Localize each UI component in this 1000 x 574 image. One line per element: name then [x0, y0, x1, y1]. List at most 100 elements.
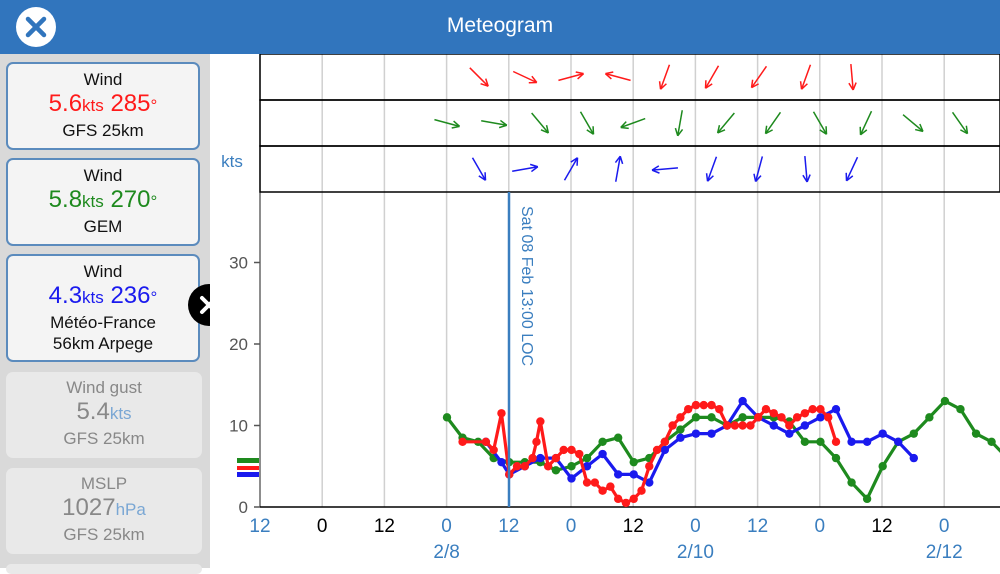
x-tick-label: 0 — [815, 516, 826, 537]
wind-arrow-arpege-icon — [652, 166, 678, 173]
data-point-gfs — [746, 421, 754, 429]
date-label: 2/10 — [677, 542, 714, 563]
page-title: Meteogram — [0, 14, 1000, 38]
wind-speed: 5.8 — [49, 186, 82, 213]
data-point-gfs — [575, 450, 583, 458]
data-point-gem — [801, 438, 809, 446]
data-point-gem — [925, 413, 933, 421]
speed-unit: kts — [82, 96, 104, 115]
arrow-row-1 — [260, 100, 1000, 146]
x-tick-label: 0 — [690, 516, 701, 537]
data-point-gem — [552, 466, 560, 474]
arrow-head — [801, 81, 802, 89]
arrow-head — [452, 126, 460, 128]
wind-direction: 270 — [110, 186, 150, 213]
data-point-gfs — [715, 405, 723, 413]
mslp-card[interactable]: MSLP 1027hPa GFS 25km — [6, 468, 202, 554]
arrow-shaft — [766, 112, 781, 133]
arrow-head — [605, 72, 613, 74]
x-tick-label: 0 — [317, 516, 328, 537]
legend-swatch-arpege — [237, 472, 259, 477]
data-point-gfs — [731, 421, 739, 429]
data-point-gfs — [754, 413, 762, 421]
arrow-row-2 — [260, 146, 1000, 192]
arrow-head — [499, 125, 507, 127]
wind-arrow-arpege-icon — [615, 156, 622, 182]
arrow-shaft — [752, 66, 767, 87]
data-point-gfs — [598, 487, 606, 495]
arrow-head — [660, 81, 661, 89]
wind-arrow-gfs-icon — [849, 64, 856, 90]
data-point-gfs — [785, 421, 793, 429]
data-point-gfs — [801, 409, 809, 417]
arrow-shaft — [470, 68, 488, 86]
data-point-gem — [676, 425, 684, 433]
data-point-arpege — [910, 454, 918, 462]
wind-card-arpege[interactable]: Wind 4.3kts 236° Météo-France 56km Arpeg… — [6, 254, 200, 362]
data-point-gfs — [622, 499, 630, 507]
data-point-arpege — [878, 429, 886, 437]
wind-value: 5.6kts 285° — [8, 90, 198, 120]
data-point-arpege — [598, 450, 606, 458]
data-point-gfs — [777, 413, 785, 421]
data-point-gfs — [738, 421, 746, 429]
data-point-gfs — [700, 401, 708, 409]
wind-arrow-gem-icon — [860, 111, 871, 135]
data-point-gem — [863, 495, 871, 503]
data-point-gfs — [528, 454, 536, 462]
wind-speed: 5.6 — [49, 90, 82, 117]
data-point-arpege — [785, 429, 793, 437]
grid-lines — [260, 54, 1000, 507]
arrow-head — [620, 156, 622, 164]
data-point-gfs — [793, 413, 801, 421]
x-tick-label: 12 — [623, 516, 644, 537]
legend-swatch-gfs — [237, 466, 259, 470]
y-tick-label: 0 — [239, 498, 248, 517]
wind-arrow-gfs-icon — [801, 65, 811, 89]
degree-symbol: ° — [151, 288, 158, 307]
y-tick-label: 20 — [229, 335, 248, 354]
card-label: Wind — [8, 70, 198, 90]
arrow-shaft — [903, 115, 923, 132]
wind-direction: 236 — [110, 282, 150, 309]
data-point-arpege — [832, 405, 840, 413]
arrow-head — [853, 83, 856, 90]
data-point-arpege — [894, 438, 902, 446]
wind-arrow-gem-icon — [953, 112, 968, 133]
card-label: Wind gust — [6, 378, 202, 398]
data-point-gfs — [591, 478, 599, 486]
x-tick-label: 0 — [566, 516, 577, 537]
mslp-value: 1027hPa — [6, 494, 202, 524]
data-point-gem — [987, 438, 995, 446]
legend-swatch-gem — [237, 458, 259, 463]
wind-card-gem[interactable]: Wind 5.8kts 270° GEM — [6, 158, 200, 246]
data-point-arpege — [738, 397, 746, 405]
wind-arrow-gem-icon — [903, 115, 923, 132]
data-point-gem — [707, 413, 715, 421]
series-lines — [443, 397, 1000, 507]
data-point-gfs — [723, 421, 731, 429]
data-point-gfs — [707, 401, 715, 409]
wind-arrow-gfs-icon — [706, 66, 719, 89]
data-point-gem — [816, 438, 824, 446]
wind-arrow-gem-icon — [481, 120, 507, 127]
wind-card-gfs[interactable]: Wind 5.6kts 285° GFS 25km — [6, 62, 200, 150]
data-point-gfs — [482, 438, 490, 446]
next-card[interactable] — [6, 564, 202, 574]
data-point-gfs — [661, 438, 669, 446]
gust-unit: kts — [110, 404, 132, 423]
arrow-head — [754, 174, 756, 182]
speed-unit: kts — [82, 288, 104, 307]
data-point-arpege — [676, 434, 684, 442]
data-point-gfs — [489, 446, 497, 454]
wind-arrow-gem-icon — [675, 110, 682, 136]
wind-gust-card[interactable]: Wind gust 5.4kts GFS 25km — [6, 372, 202, 458]
pressure-unit: hPa — [116, 500, 146, 519]
data-point-gem — [630, 458, 638, 466]
card-source-line2: 56km Arpege — [8, 333, 198, 354]
arrow-row-0 — [260, 54, 1000, 100]
